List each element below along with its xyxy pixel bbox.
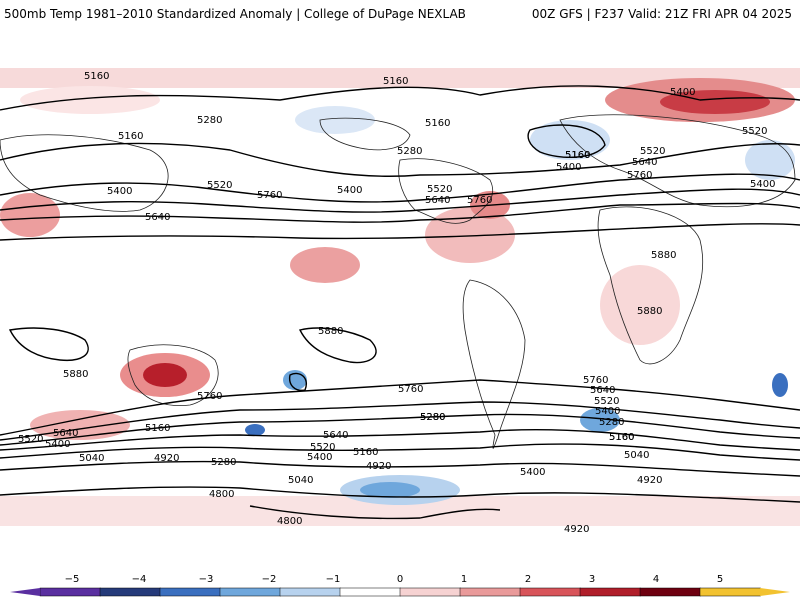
contour-label: 5880 xyxy=(63,369,88,380)
colorbar-swatch xyxy=(339,587,401,597)
colorbar-tick: 5 xyxy=(717,574,723,585)
contour-label: 5160 xyxy=(353,447,378,458)
contour-label: 5880 xyxy=(637,306,662,317)
contour-label: 5760 xyxy=(398,384,423,395)
contour-label: 4800 xyxy=(209,489,234,500)
colorbar-tick: 3 xyxy=(589,574,595,585)
colorbar-right-arrow xyxy=(760,588,790,596)
contour-label: 5280 xyxy=(420,412,445,423)
contour-label: 5640 xyxy=(590,385,615,396)
colorbar-tick: −2 xyxy=(262,574,277,585)
colorbar-swatch xyxy=(399,587,461,597)
colorbar-tick: −4 xyxy=(132,574,147,585)
contour-label: 5760 xyxy=(197,391,222,402)
contour-label: 5640 xyxy=(53,428,78,439)
weather-map: 5160 5160 5280 5160 5400 5520 5640 5760 … xyxy=(0,40,800,540)
contour-label: 5520 xyxy=(640,146,665,157)
contour-label: 5160 xyxy=(383,76,408,87)
contour-label: 5400 xyxy=(750,179,775,190)
contour-label: 5400 xyxy=(670,87,695,98)
contour-label: 5640 xyxy=(425,195,450,206)
contour-label: 5400 xyxy=(337,185,362,196)
contour-label: 5280 xyxy=(211,457,236,468)
colorbar-tick: −1 xyxy=(326,574,341,585)
contour-label: 4800 xyxy=(277,516,302,527)
header: 500mb Temp 1981–2010 Standardized Anomal… xyxy=(0,0,800,28)
colorbar-swatch xyxy=(39,587,101,597)
contour-label: 5160 xyxy=(145,423,170,434)
contour-label: 5160 xyxy=(565,150,590,161)
contour-label: 5040 xyxy=(288,475,313,486)
contour-label: 5280 xyxy=(599,417,624,428)
contour-label: 5160 xyxy=(84,71,109,82)
colorbar-swatch xyxy=(159,587,221,597)
contour-label: 5400 xyxy=(45,439,70,450)
colorbar-tick: 1 xyxy=(461,574,467,585)
contour-label: 5520 xyxy=(310,442,335,453)
colorbar-swatches xyxy=(10,587,790,597)
colorbar-swatch xyxy=(519,587,581,597)
contour-label: 5880 xyxy=(651,250,676,261)
colorbar-swatch xyxy=(639,587,701,597)
contour-label: 5760 xyxy=(627,170,652,181)
colorbar: −5 −4 −3 −2 −1 0 1 2 3 4 5 xyxy=(10,574,790,597)
height-contours xyxy=(0,85,800,520)
colorbar-tick: −5 xyxy=(65,574,80,585)
contour-label: 5160 xyxy=(565,150,590,161)
contour-label: 5640 xyxy=(323,430,348,441)
contour-label: 5400 xyxy=(307,452,332,463)
contour-label: 5640 xyxy=(632,157,657,168)
contour-label: 5400 xyxy=(107,186,132,197)
colorbar-tick-labels: −5 −4 −3 −2 −1 0 1 2 3 4 5 xyxy=(65,574,724,585)
contour-label: 5400 xyxy=(520,467,545,478)
contour-label: 5640 xyxy=(145,212,170,223)
colorbar-swatch xyxy=(579,587,641,597)
colorbar-tick: 0 xyxy=(397,574,403,585)
contour-label: 5160 xyxy=(425,118,450,129)
contour-label: 4920 xyxy=(366,461,391,472)
contour-label: 5280 xyxy=(397,146,422,157)
contour-label: 5280 xyxy=(197,115,222,126)
colorbar-tick: −3 xyxy=(199,574,214,585)
contour-label: 5760 xyxy=(467,195,492,206)
colorbar-swatch xyxy=(459,587,521,597)
colorbar-tick: 2 xyxy=(525,574,531,585)
colorbar-swatch xyxy=(219,587,281,597)
model-run-info: 00Z GFS | F237 Valid: 21Z FRI APR 04 202… xyxy=(531,7,792,21)
contour-label: 5400 xyxy=(595,406,620,417)
contour-label: 5880 xyxy=(318,326,343,337)
contour-label: 5040 xyxy=(79,453,104,464)
contour-label: 4920 xyxy=(564,524,589,535)
map-title: 500mb Temp 1981–2010 Standardized Anomal… xyxy=(4,7,466,21)
colorbar-swatch xyxy=(99,587,161,597)
contour-label: 4920 xyxy=(154,453,179,464)
colorbar-swatch xyxy=(279,587,341,597)
contour-label: 5520 xyxy=(594,396,619,407)
contour-label: 5520 xyxy=(18,434,43,445)
contour-label: 5520 xyxy=(742,126,767,137)
contour-label: 5040 xyxy=(624,450,649,461)
contour-label: 5760 xyxy=(583,375,608,386)
contour-labels: 5160 5160 5280 5160 5400 5520 5640 5760 … xyxy=(18,71,775,535)
contour-label: 5520 xyxy=(427,184,452,195)
anomaly-shading xyxy=(0,78,795,505)
contour-label: 5400 xyxy=(556,162,581,173)
colorbar-swatch xyxy=(699,587,761,597)
contour-label: 5160 xyxy=(609,432,634,443)
contour-label: 5280 xyxy=(420,412,445,423)
contour-label: 4920 xyxy=(637,475,662,486)
contour-label: 5160 xyxy=(609,432,634,443)
contour-label: 5520 xyxy=(207,180,232,191)
contour-label: 5160 xyxy=(118,131,143,142)
contour-label: 5760 xyxy=(257,190,282,201)
colorbar-tick: 4 xyxy=(653,574,659,585)
colorbar-left-arrow xyxy=(10,588,40,596)
